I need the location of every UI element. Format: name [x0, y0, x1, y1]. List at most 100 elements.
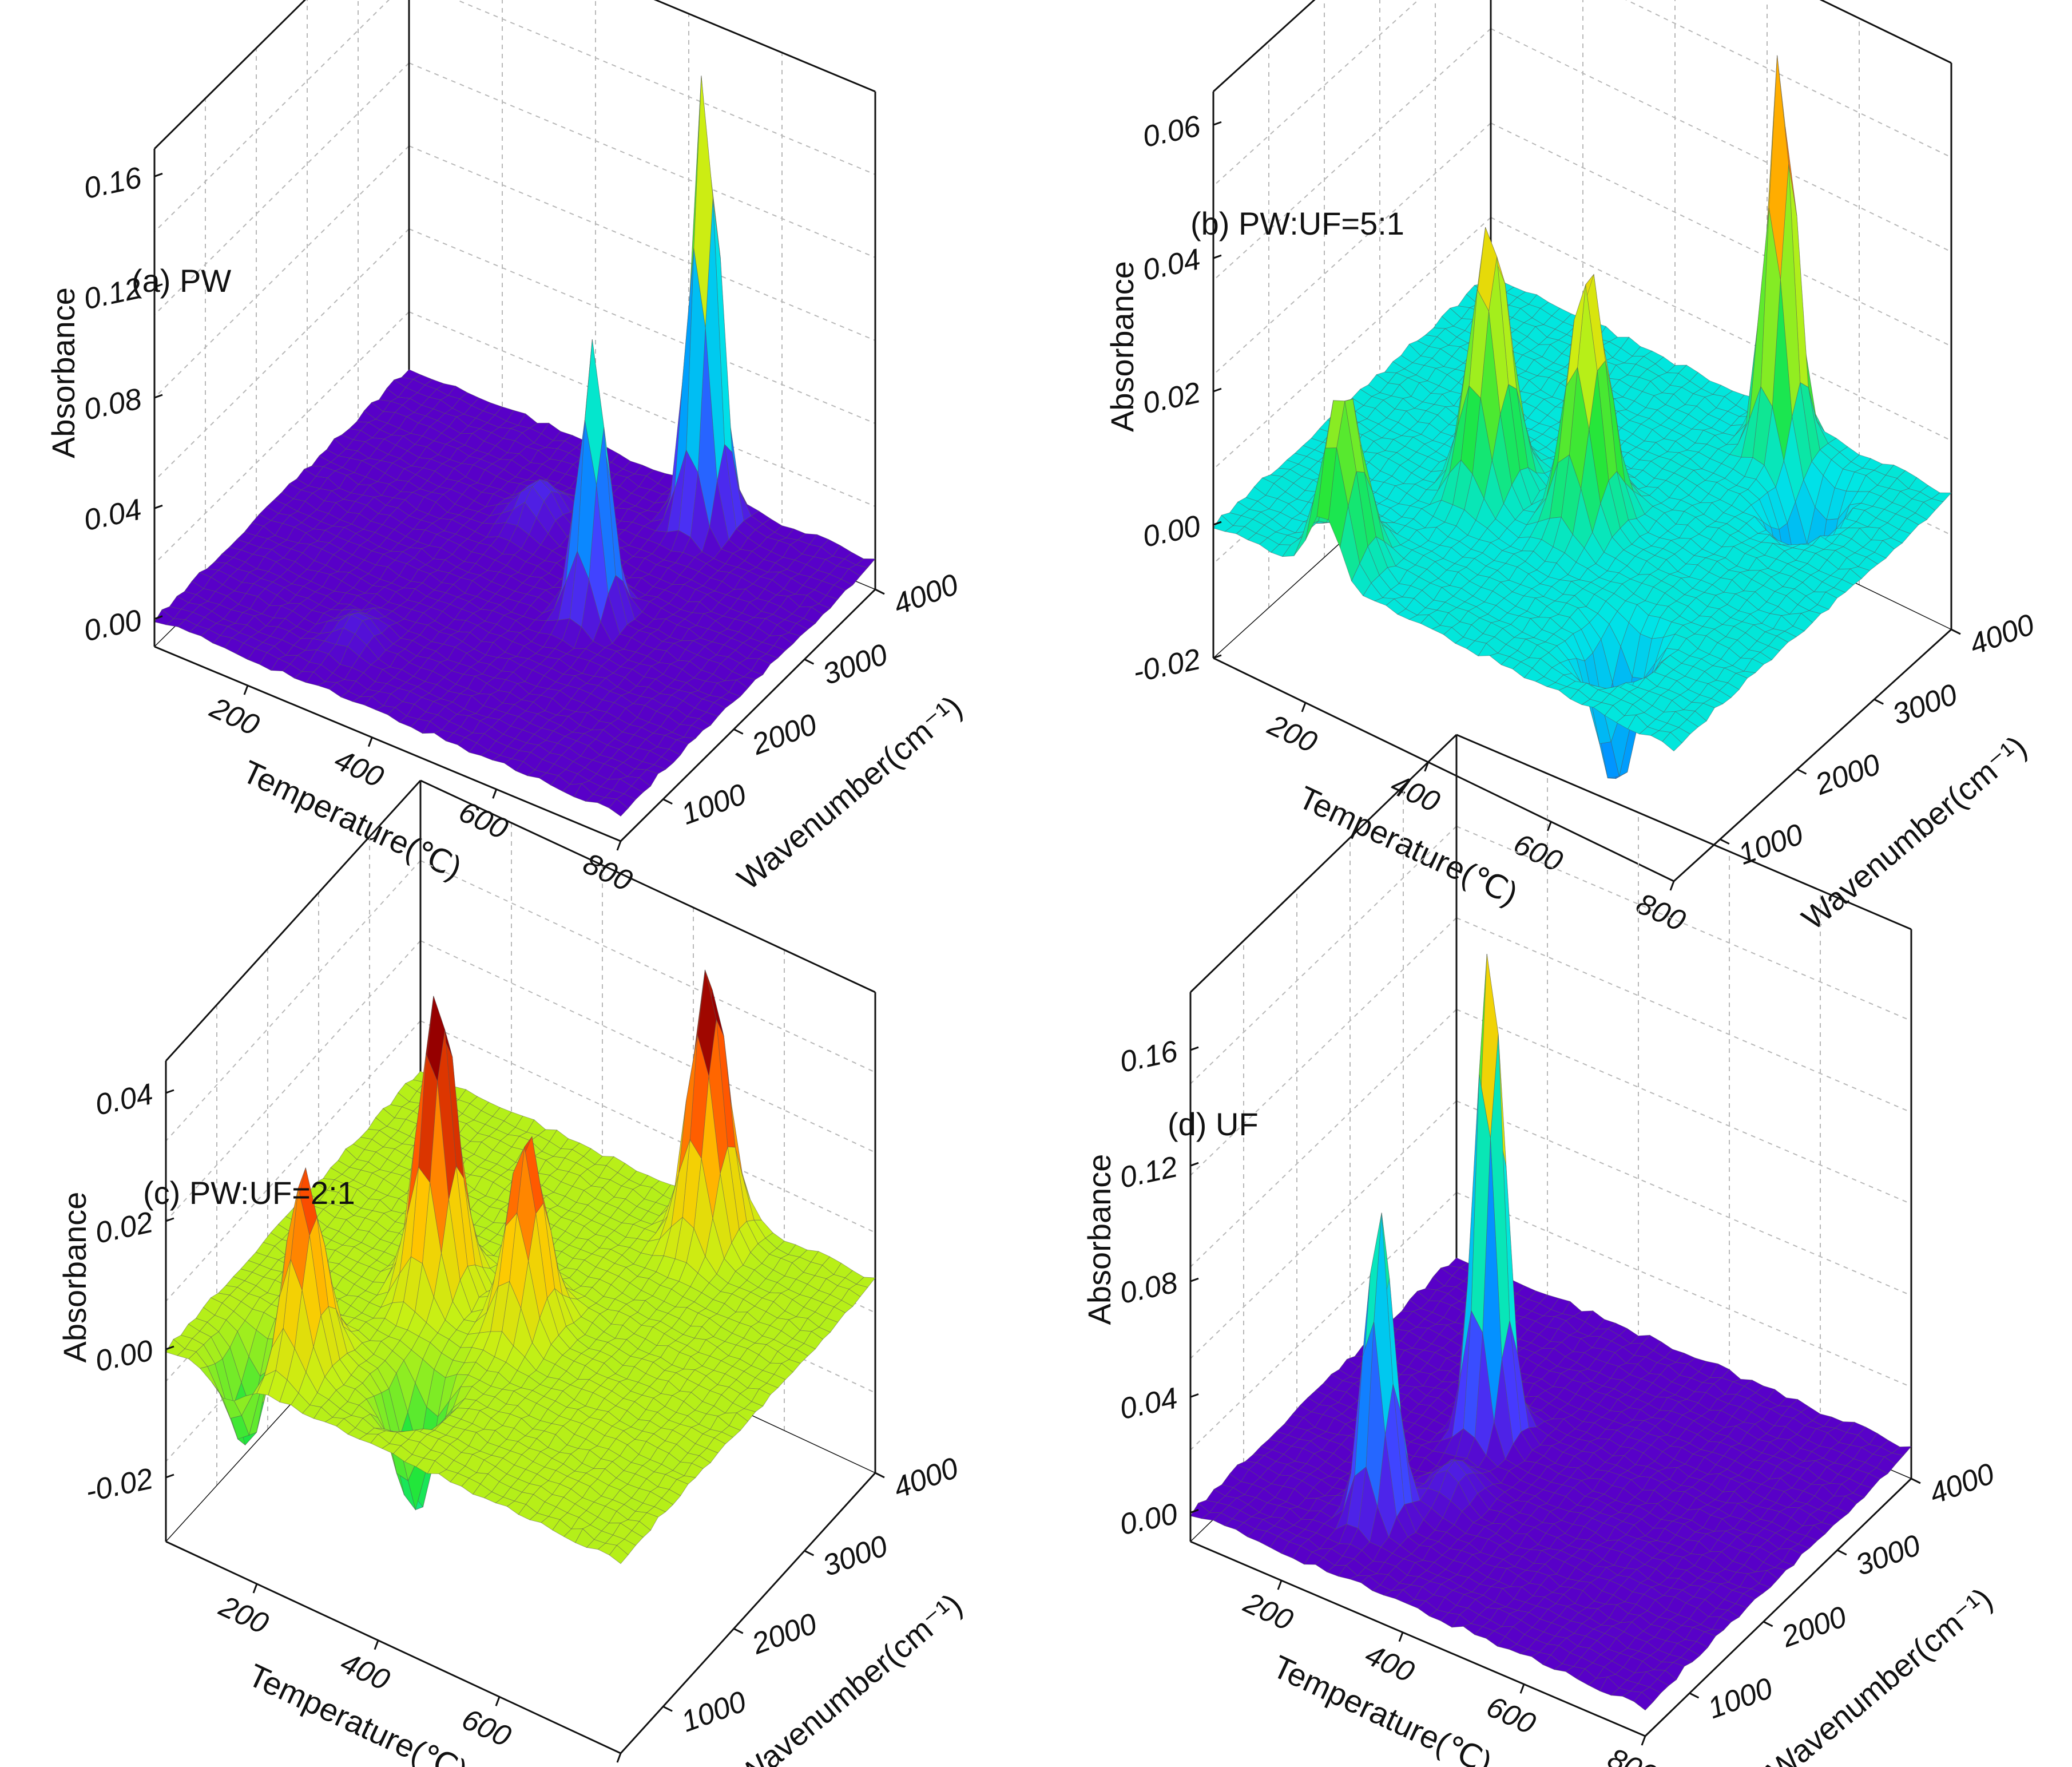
- z-tick-label: 0.00: [1140, 509, 1203, 554]
- z-tick-label: 0.02: [1140, 376, 1203, 421]
- gridline: [1190, 1192, 1457, 1451]
- gridline: [1213, 0, 1419, 187]
- surface-c: [165, 969, 876, 1564]
- y-axis-title: Wavenumber(cm⁻¹): [731, 688, 969, 897]
- surface-b: [1213, 55, 1952, 779]
- chart-title: (c) PW:UF=2:1: [143, 1175, 355, 1211]
- chart-svg-d: 0.000.040.080.120.1620040060080010002000…: [1081, 734, 1999, 1767]
- gridline: [455, 0, 876, 175]
- x-tick-label: 400: [330, 743, 388, 794]
- z-tick-mark: [165, 1473, 174, 1479]
- y-tick-label: 1000: [677, 778, 751, 831]
- x-tick-label: 600: [454, 795, 513, 846]
- y-tick-mark: [1720, 838, 1730, 845]
- x-tick-mark: [495, 1696, 501, 1706]
- y-axis-line: [1673, 628, 1952, 882]
- y-tick-label: 3000: [1888, 678, 1962, 731]
- y-tick-label: 3000: [819, 637, 892, 691]
- surface-cell: [165, 1338, 185, 1356]
- gridline: [1213, 28, 1491, 281]
- z-tick-label: 0.00: [92, 1334, 156, 1378]
- gridline: [408, 311, 876, 507]
- z-tick-mark: [154, 615, 163, 620]
- x-tick-mark: [243, 685, 249, 695]
- gridline: [1456, 1192, 1912, 1388]
- gridline: [165, 1020, 421, 1302]
- x-tick-label: 200: [1263, 708, 1322, 760]
- z-tick-mark: [154, 172, 163, 177]
- z-tick-label: 0.08: [81, 382, 144, 427]
- chart-panel-a: 0.00 0.04 0.08 0.12 0.16 200 400 600 800 1000 2000…: [0, 0, 1036, 898]
- chart-title: (b) PW:UF=5:1: [1190, 205, 1404, 241]
- surface-a: [154, 76, 876, 817]
- surface-cell: [154, 609, 174, 625]
- y-axis-line: [620, 1472, 876, 1754]
- y-tick-label: 4000: [889, 1451, 963, 1505]
- chart-panel-c: -0.020.000.020.0420040060080010002000300…: [0, 779, 1036, 1767]
- x-tick-mark: [1669, 881, 1675, 891]
- x-tick-mark: [252, 1583, 258, 1594]
- x-tick-mark: [616, 1753, 622, 1763]
- z-axis-title: Absorbance: [1104, 261, 1140, 432]
- x-tick-mark: [367, 737, 373, 747]
- x-tick-label: 600: [1509, 827, 1567, 878]
- gridline: [1213, 122, 1491, 375]
- x-tick-label: 600: [457, 1702, 516, 1753]
- x-axis-line: [154, 645, 621, 842]
- z-tick-label: 0.16: [81, 161, 144, 205]
- y-tick-mark: [1796, 768, 1807, 775]
- z-tick-mark: [1213, 654, 1222, 659]
- box-edge: [1819, 0, 1952, 64]
- gridline: [154, 0, 390, 232]
- gridline: [408, 145, 876, 341]
- box-edge: [1189, 734, 1458, 993]
- box-edge: [1212, 0, 1316, 93]
- grid-d: [1190, 774, 1912, 1490]
- gridline: [420, 1020, 876, 1233]
- x-axis-line: [1213, 657, 1674, 882]
- y-tick-label: 1000: [677, 1685, 751, 1739]
- z-tick-label: 0.04: [1140, 243, 1203, 287]
- z-tick-mark: [1213, 387, 1222, 393]
- y-tick-mark: [1951, 628, 1961, 635]
- z-tick-mark: [1213, 254, 1222, 259]
- z-tick-mark: [154, 394, 163, 399]
- gridline: [1190, 1009, 1457, 1267]
- gridline: [1456, 1009, 1912, 1205]
- box-edge: [420, 779, 876, 993]
- box-edge: [165, 779, 422, 1062]
- gridline: [1456, 1100, 1912, 1296]
- z-tick-label: 0.04: [81, 493, 144, 537]
- gridline: [1625, 0, 1952, 158]
- y-tick-label: 1000: [1734, 818, 1808, 871]
- gridline: [1190, 1100, 1457, 1359]
- x-tick-mark: [374, 1640, 379, 1650]
- box-edge: [653, 0, 876, 93]
- x-tick-label: 800: [578, 1759, 637, 1767]
- x-tick-label: 200: [214, 1590, 273, 1641]
- grid-a: [154, 0, 876, 596]
- gridline: [1190, 826, 1457, 1084]
- y-axis-title: Wavenumber(cm⁻¹): [731, 1586, 969, 1767]
- gridline: [165, 1180, 421, 1462]
- gridline: [420, 860, 876, 1073]
- y-tick-mark: [875, 588, 885, 595]
- z-tick-mark: [1213, 521, 1222, 526]
- x-tick-label: 200: [205, 691, 264, 743]
- z-tick-label: 0.02: [92, 1206, 156, 1250]
- y-tick-mark: [804, 658, 815, 665]
- chart-title: (a) PW: [132, 263, 231, 299]
- chart-svg-b: -0.020.000.020.040.062004006008001000200…: [1104, 0, 2039, 938]
- x-tick-label: 400: [336, 1646, 395, 1697]
- z-tick-mark: [154, 504, 163, 509]
- gridline: [408, 62, 876, 258]
- y-tick-mark: [875, 1472, 885, 1479]
- z-axis-title: Absorbance: [45, 287, 81, 458]
- gridline: [1490, 28, 1952, 252]
- surface-d: [1190, 954, 1912, 1711]
- z-tick-label: 0.04: [92, 1077, 156, 1122]
- y-tick-label: 2000: [1811, 748, 1885, 802]
- x-axis-line: [165, 1540, 621, 1754]
- y-tick-label: 3000: [819, 1529, 892, 1583]
- chart-panel-b: -0.02 0.00 0.02 0.04 0.06 200 400 600 800 1000 200…: [1036, 0, 2072, 938]
